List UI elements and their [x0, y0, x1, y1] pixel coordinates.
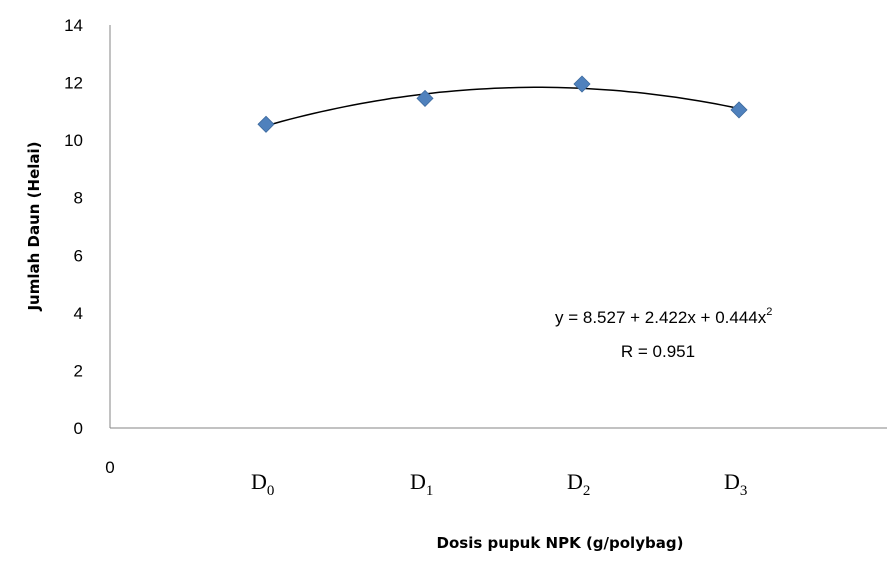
x-category-label: D0 — [251, 469, 274, 499]
trendline — [265, 86, 740, 127]
data-point — [730, 101, 748, 119]
y-tick-label: 12 — [64, 74, 83, 93]
y-tick-label: 8 — [74, 189, 83, 208]
equation-superscript: 2 — [766, 306, 772, 318]
r-value-label: R = 0.951 — [621, 342, 695, 361]
y-tick-label: 4 — [74, 304, 83, 323]
y-tick-label: 0 — [74, 419, 83, 438]
y-tick-label: 14 — [64, 16, 83, 35]
equation-main: y = 8.527 + 2.422x + 0.444x — [555, 308, 767, 327]
y-axis-title: Jumlah Daun (Helai) — [25, 141, 43, 311]
x-category-label: D2 — [567, 469, 590, 499]
data-point — [573, 75, 591, 93]
x-axis-title: Dosis pupuk NPK (g/polybag) — [437, 534, 684, 552]
y-tick-label: 6 — [74, 246, 83, 265]
x-category-label: D3 — [724, 469, 747, 499]
y-tick-label: 2 — [74, 361, 83, 380]
y-tick-label: 10 — [64, 131, 83, 150]
data-point — [416, 89, 434, 107]
data-points — [257, 75, 748, 133]
x-origin-label: 0 — [105, 458, 114, 477]
x-category-labels: D0 D1 D2 D3 — [251, 469, 747, 499]
data-point — [257, 115, 275, 133]
x-category-label: D1 — [410, 469, 433, 499]
equation-label: y = 8.527 + 2.422x + 0.444x2 — [555, 306, 772, 327]
y-tick-labels: 0 2 4 6 8 10 12 14 — [64, 16, 83, 438]
